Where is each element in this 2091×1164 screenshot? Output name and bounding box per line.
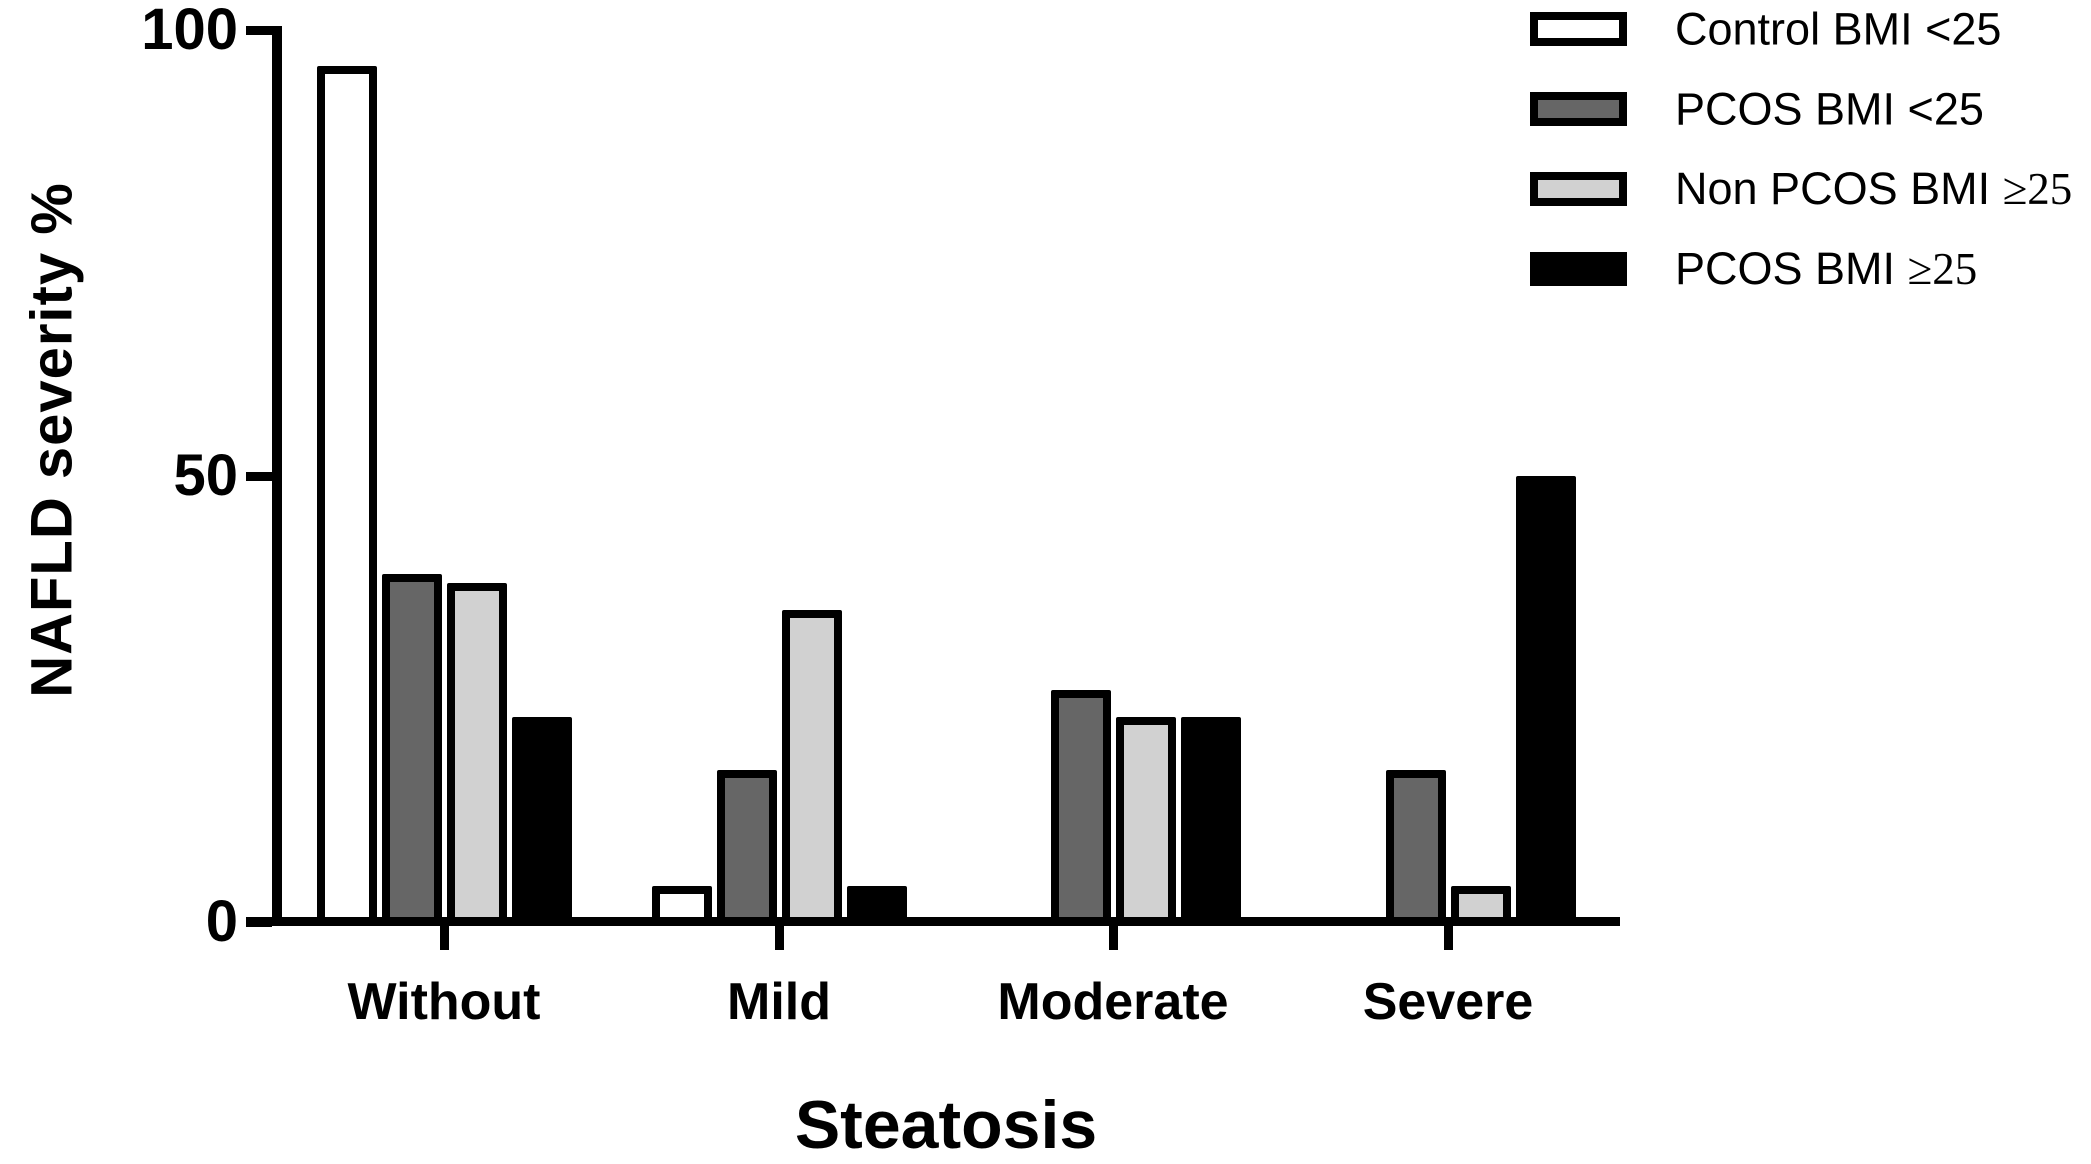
y-tick-100 (246, 25, 272, 35)
x-axis-title: Steatosis (794, 1087, 1098, 1163)
bar-pcos-bmi-25-severe (1386, 770, 1446, 926)
bar-pcos-bmi-25-mild (717, 770, 777, 926)
bar-pcos-bmi-25-moderate (1051, 690, 1111, 926)
bar-non-pcos-bmi-25-without (447, 583, 507, 926)
x-tick-moderate (1108, 922, 1118, 950)
y-tick-50 (246, 471, 272, 481)
legend-label-pcos-bmi-25: PCOS BMI ≥25 (1675, 243, 1978, 294)
legend-label-control-bmi-25: Control BMI <25 (1675, 3, 2002, 55)
bar-pcos-bmi-25-severe (1516, 476, 1576, 926)
legend-label-serif-part: ≥25 (1907, 244, 1978, 294)
legend-swatch-pcos-bmi-25 (1530, 252, 1627, 286)
category-label-severe: Severe (1362, 973, 1534, 1031)
y-tick-label-100: 100 (141, 0, 238, 62)
legend-label-pcos-bmi-25: PCOS BMI <25 (1675, 83, 1984, 135)
bar-pcos-bmi-25-without (512, 717, 572, 926)
bar-non-pcos-bmi-25-mild (782, 610, 842, 926)
bar-non-pcos-bmi-25-moderate (1116, 717, 1176, 926)
category-label-without: Without (347, 973, 541, 1031)
category-label-mild: Mild (727, 973, 831, 1031)
x-axis-line (246, 917, 1620, 926)
y-tick-label-0: 0 (205, 889, 238, 954)
legend-label-serif-part: ≥25 (2002, 164, 2073, 214)
legend-label-non-pcos-bmi-25: Non PCOS BMI ≥25 (1675, 163, 2073, 214)
category-label-moderate: Moderate (997, 973, 1229, 1031)
bar-pcos-bmi-25-without (382, 574, 442, 926)
y-tick-label-50: 50 (173, 443, 238, 508)
legend-swatch-pcos-bmi-25 (1530, 92, 1627, 126)
x-tick-severe (1443, 922, 1453, 950)
bar-pcos-bmi-25-moderate (1181, 717, 1241, 926)
legend-swatch-control-bmi-25 (1530, 12, 1627, 46)
x-tick-mild (774, 922, 784, 950)
legend: Control BMI <25 PCOS BMI <25 Non PCOS BMI … (0, 0, 2091, 340)
legend-swatch-non-pcos-bmi-25 (1530, 172, 1627, 206)
y-axis-line (272, 26, 282, 926)
x-tick-without (439, 922, 449, 950)
